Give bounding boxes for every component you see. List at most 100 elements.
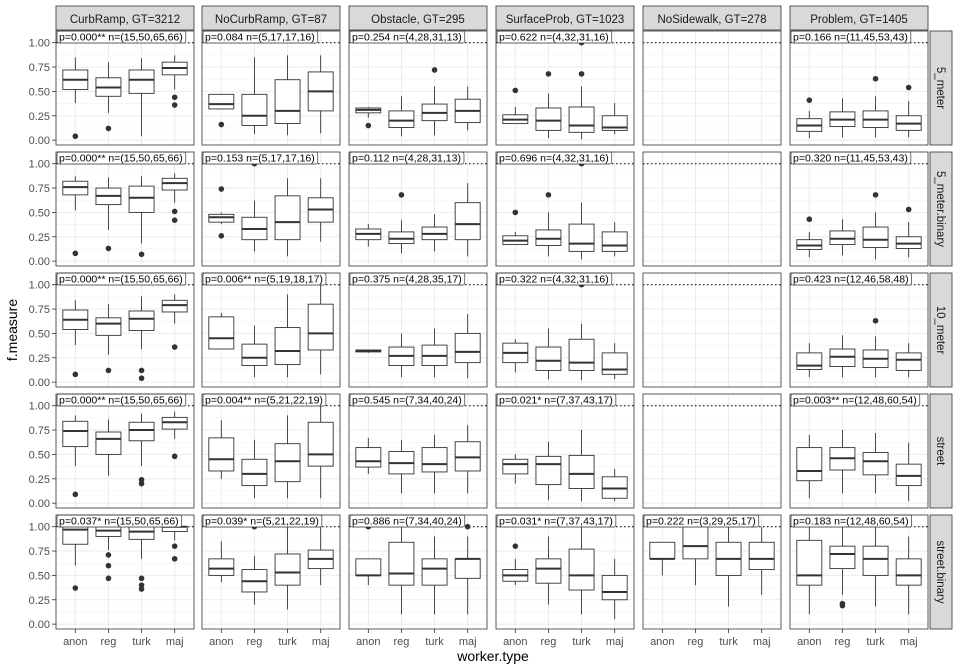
box [355,558,382,576]
panel-border [348,514,488,630]
panel-border [642,151,782,267]
stat-label: p=0.031* n=(7,37,43,17) [499,516,613,528]
row-strip [929,514,953,630]
facet-panel: p=0.084 n=(5,17,17,16) [201,30,341,146]
stat-label: p=0.254 n=(4,28,31,13) [352,32,462,44]
box [274,443,301,483]
box [796,539,823,586]
column-strip-label: Obstacle, GT=295 [371,14,465,26]
box [502,458,529,475]
outlier-point [171,217,178,224]
box [862,545,889,576]
outlier-point [905,206,912,213]
box [128,421,155,442]
column-strip [55,5,195,31]
box [208,316,235,350]
outlier-point [105,367,112,374]
row-strip-label: 10_meter [934,306,946,355]
outlier-point [872,192,879,198]
panel-border [55,393,195,509]
facet-panel [642,272,782,388]
outlier-point [171,208,178,215]
x-tick-label: anon [797,636,821,648]
outlier-point [171,344,178,350]
box [208,437,235,472]
box [748,541,775,571]
row-strip [929,272,953,388]
facet-panel: p=0.183 n=(12,48,60,54) [789,514,929,630]
facet-panel: p=0.696 n=(4,32,31,16) [495,151,635,267]
y-tick-label: 0.25 [29,232,50,244]
box [95,431,122,455]
y-tick-label: 0.00 [29,498,50,510]
facet-panel: p=0.021* n=(7,37,43,17) [495,393,635,509]
panel-border [789,393,929,509]
facet-panel: p=0.222 n=(3,29,25,17) [642,514,782,630]
outlier-point [512,543,519,549]
y-tick-label: 1.00 [29,38,50,50]
panel-border [55,151,195,267]
x-tick-label: reg [246,636,262,648]
stat-label: p=0.153 n=(5,17,17,16) [205,153,315,165]
x-tick-label: reg [834,636,850,648]
column-strip [201,5,341,31]
facet-panel: p=0.037* n=(15,50,65,66) [55,514,195,630]
outlier-point [218,121,225,128]
outlier-point [578,71,585,77]
y-tick-label: 0.50 [29,449,50,461]
outlier-point [105,245,112,252]
y-tick-label: 0.00 [29,256,50,268]
facet-panel: p=0.320 n=(11,45,53,43) [789,151,929,267]
box [241,343,268,367]
panel-border [55,30,195,146]
outlier-point [138,476,145,483]
outlier-point [512,87,519,94]
x-tick-label: turk [132,636,151,648]
x-tick-label: reg [687,636,703,648]
outlier-point [138,586,145,592]
x-tick-label: anon [356,636,380,648]
panel-border [642,393,782,509]
stat-label: p=0.183 n=(12,48,60,54) [793,516,909,528]
outlier-point [171,453,178,460]
column-strip [789,5,929,31]
y-tick-label: 0.75 [29,183,50,195]
outlier-point [138,582,145,588]
box [274,553,301,586]
box [421,447,448,473]
box [796,447,823,482]
facet-panel: p=0.545 n=(7,34,40,24) [348,393,488,509]
box [535,346,562,371]
box [862,452,889,476]
y-tick-label: 0.50 [29,86,50,98]
facet-panel: p=0.000** n=(15,50,65,66) [55,393,195,509]
box [682,526,709,560]
outlier-point [545,192,552,198]
stat-label: p=0.039* n=(5,21,22,19) [205,516,319,528]
facet-panel [642,30,782,146]
box [208,558,235,576]
outlier-point [839,602,846,609]
stat-label: p=0.622 n=(4,32,31,16) [499,32,609,44]
facet-panel: p=0.004** n=(5,21,22,19) [201,393,341,509]
panel-border [201,272,341,388]
facet-panel: p=0.423 n=(12,46,58,48) [789,272,929,388]
facet-panel: p=0.112 n=(4,28,31,13) [348,151,488,267]
panel-border [789,151,929,267]
y-tick-label: 1.00 [29,401,50,413]
x-tick-label: maj [900,636,918,648]
outlier-point [512,209,519,216]
x-tick-label: turk [278,636,297,648]
stat-label: p=0.375 n=(4,28,35,17) [352,274,462,286]
outlier-point [105,125,112,132]
stat-label: p=0.003** n=(12,48,60,54) [793,395,917,407]
stat-label: p=0.004** n=(5,21,22,19) [205,395,323,407]
outlier-point [872,317,879,324]
y-tick-label: 0.25 [29,111,50,123]
x-tick-label: turk [719,636,738,648]
box [128,310,155,331]
stat-label: p=0.000** n=(15,50,65,66) [59,395,183,407]
panel-background [56,394,194,508]
panel-background [643,31,781,145]
panel-background [349,273,487,387]
